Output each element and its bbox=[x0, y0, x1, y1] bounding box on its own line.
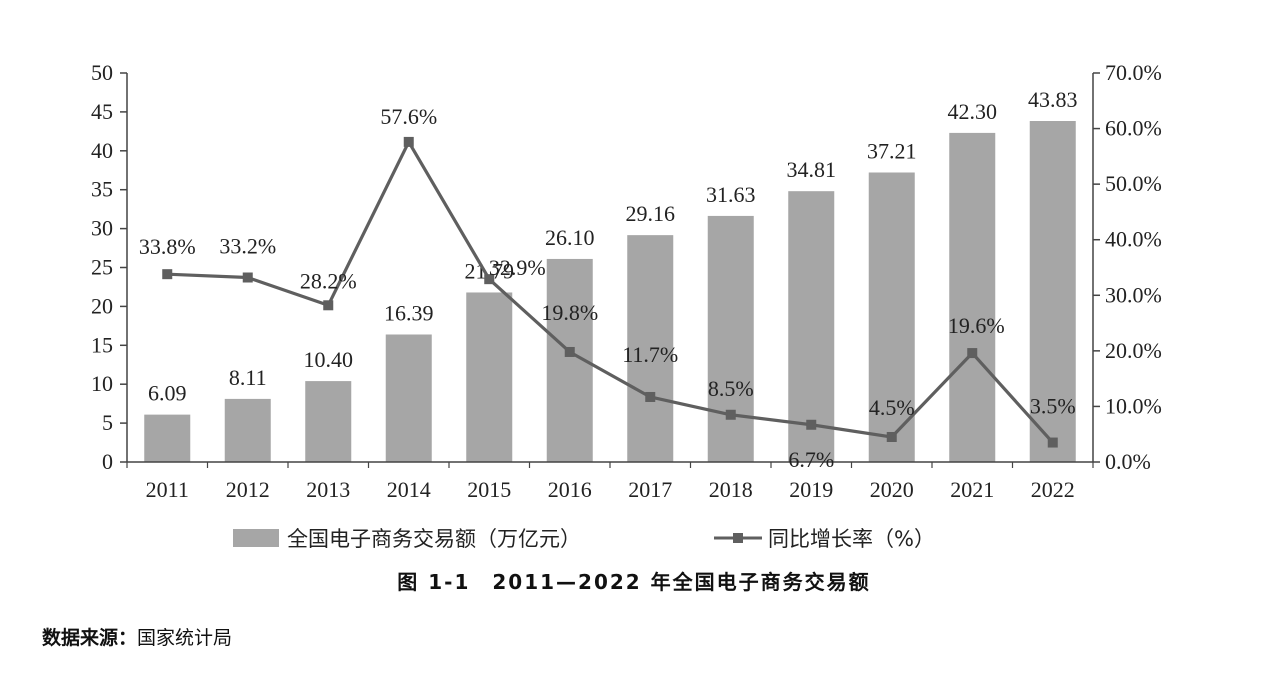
growth-rate-marker bbox=[1047, 437, 1058, 448]
x-tick-label: 2021 bbox=[950, 477, 994, 502]
y-left-tick-label: 45 bbox=[91, 99, 113, 124]
bar-value-label: 29.16 bbox=[626, 201, 676, 226]
x-tick-label: 2018 bbox=[709, 477, 753, 502]
growth-rate-marker bbox=[886, 431, 897, 442]
y-right-tick-label: 20.0% bbox=[1105, 338, 1162, 363]
growth-rate-label: 57.6% bbox=[380, 104, 437, 129]
x-tick-label: 2014 bbox=[387, 477, 431, 502]
x-tick-label: 2019 bbox=[789, 477, 833, 502]
bar bbox=[305, 381, 352, 462]
bar bbox=[385, 334, 432, 462]
x-tick-label: 2022 bbox=[1031, 477, 1075, 502]
growth-rate-label: 33.8% bbox=[139, 234, 196, 259]
y-right-tick-label: 70.0% bbox=[1105, 60, 1162, 85]
bar bbox=[788, 191, 835, 462]
growth-rate-label: 33.2% bbox=[219, 234, 276, 259]
growth-rate-label: 11.7% bbox=[622, 342, 678, 367]
bar-value-label: 34.81 bbox=[787, 157, 837, 182]
bar-value-label: 42.30 bbox=[948, 99, 998, 124]
y-left-tick-label: 40 bbox=[91, 138, 113, 163]
bar-value-label: 10.40 bbox=[304, 347, 354, 372]
growth-rate-marker bbox=[403, 136, 414, 147]
x-tick-label: 2012 bbox=[226, 477, 270, 502]
y-left-tick-label: 0 bbox=[102, 449, 113, 474]
bar-value-label: 8.11 bbox=[229, 365, 267, 390]
bar-value-label: 16.39 bbox=[384, 300, 434, 325]
legend-swatch-bar bbox=[233, 529, 279, 547]
x-tick-label: 2020 bbox=[870, 477, 914, 502]
y-left-tick-label: 30 bbox=[91, 216, 113, 241]
growth-rate-label: 6.7% bbox=[788, 447, 834, 472]
legend-swatch-marker bbox=[733, 533, 743, 543]
bar bbox=[627, 235, 674, 462]
source-label: 数据来源： bbox=[42, 627, 138, 649]
bar-value-label: 26.10 bbox=[545, 225, 595, 250]
chart-title: 图 1-1 2011—2022 年全国电子商务交易额 bbox=[397, 570, 871, 594]
y-right-tick-label: 30.0% bbox=[1105, 282, 1162, 307]
y-left-tick-label: 5 bbox=[102, 410, 113, 435]
bar bbox=[707, 215, 754, 462]
y-right-tick-label: 0.0% bbox=[1105, 449, 1151, 474]
x-tick-label: 2013 bbox=[306, 477, 350, 502]
growth-rate-label: 19.6% bbox=[948, 313, 1005, 338]
y-right-tick-label: 50.0% bbox=[1105, 171, 1162, 196]
y-right-tick-label: 60.0% bbox=[1105, 116, 1162, 141]
bar bbox=[144, 414, 191, 462]
growth-rate-label: 28.2% bbox=[300, 268, 357, 293]
growth-rate-label: 8.5% bbox=[708, 376, 754, 401]
bar bbox=[949, 132, 996, 462]
growth-rate-marker bbox=[564, 346, 575, 357]
bar bbox=[224, 398, 271, 462]
bar-value-label: 43.83 bbox=[1028, 87, 1078, 112]
data-source: 数据来源：国家统计局 bbox=[42, 623, 232, 650]
y-left-tick-label: 50 bbox=[91, 60, 113, 85]
growth-rate-marker bbox=[242, 272, 253, 283]
y-left-tick-label: 10 bbox=[91, 371, 113, 396]
y-right-tick-label: 40.0% bbox=[1105, 227, 1162, 252]
y-left-tick-label: 25 bbox=[91, 255, 113, 280]
x-tick-label: 2011 bbox=[146, 477, 189, 502]
bar bbox=[868, 172, 915, 462]
growth-rate-marker bbox=[162, 269, 173, 280]
growth-rate-label: 32.9% bbox=[489, 255, 546, 280]
bar bbox=[466, 292, 513, 462]
y-left-tick-label: 35 bbox=[91, 177, 113, 202]
growth-rate-marker bbox=[725, 409, 736, 420]
growth-rate-label: 4.5% bbox=[869, 395, 915, 420]
chart: 0 5 10 15 20 25 30 35 40 45 50 0.0% 10.0% 20.0% 30.0% 4… bbox=[91, 60, 1162, 551]
y-left-tick-label: 15 bbox=[91, 332, 113, 357]
bar bbox=[1029, 121, 1076, 463]
growth-rate-label: 3.5% bbox=[1030, 394, 1076, 419]
growth-rate-marker bbox=[806, 419, 817, 430]
growth-rate-marker bbox=[323, 300, 334, 311]
source-text: 国家统计局 bbox=[137, 627, 233, 649]
y-left-tick-label: 20 bbox=[91, 293, 113, 318]
bar-value-label: 31.63 bbox=[706, 182, 756, 207]
bar-value-label: 6.09 bbox=[148, 381, 187, 406]
growth-rate-label: 19.8% bbox=[541, 300, 598, 325]
x-tick-label: 2015 bbox=[467, 477, 511, 502]
x-tick-label: 2017 bbox=[628, 477, 672, 502]
growth-rate-line bbox=[167, 140, 1054, 444]
x-tick-label: 2016 bbox=[548, 477, 592, 502]
legend-label-line: 同比增长率（%） bbox=[768, 527, 935, 551]
growth-rate-marker bbox=[645, 391, 656, 402]
bar-value-label: 37.21 bbox=[867, 139, 917, 164]
y-right-tick-label: 10.0% bbox=[1105, 393, 1162, 418]
growth-rate-marker bbox=[484, 274, 495, 285]
growth-rate-marker bbox=[967, 348, 978, 359]
legend-label-bar: 全国电子商务交易额（万亿元） bbox=[287, 527, 581, 551]
